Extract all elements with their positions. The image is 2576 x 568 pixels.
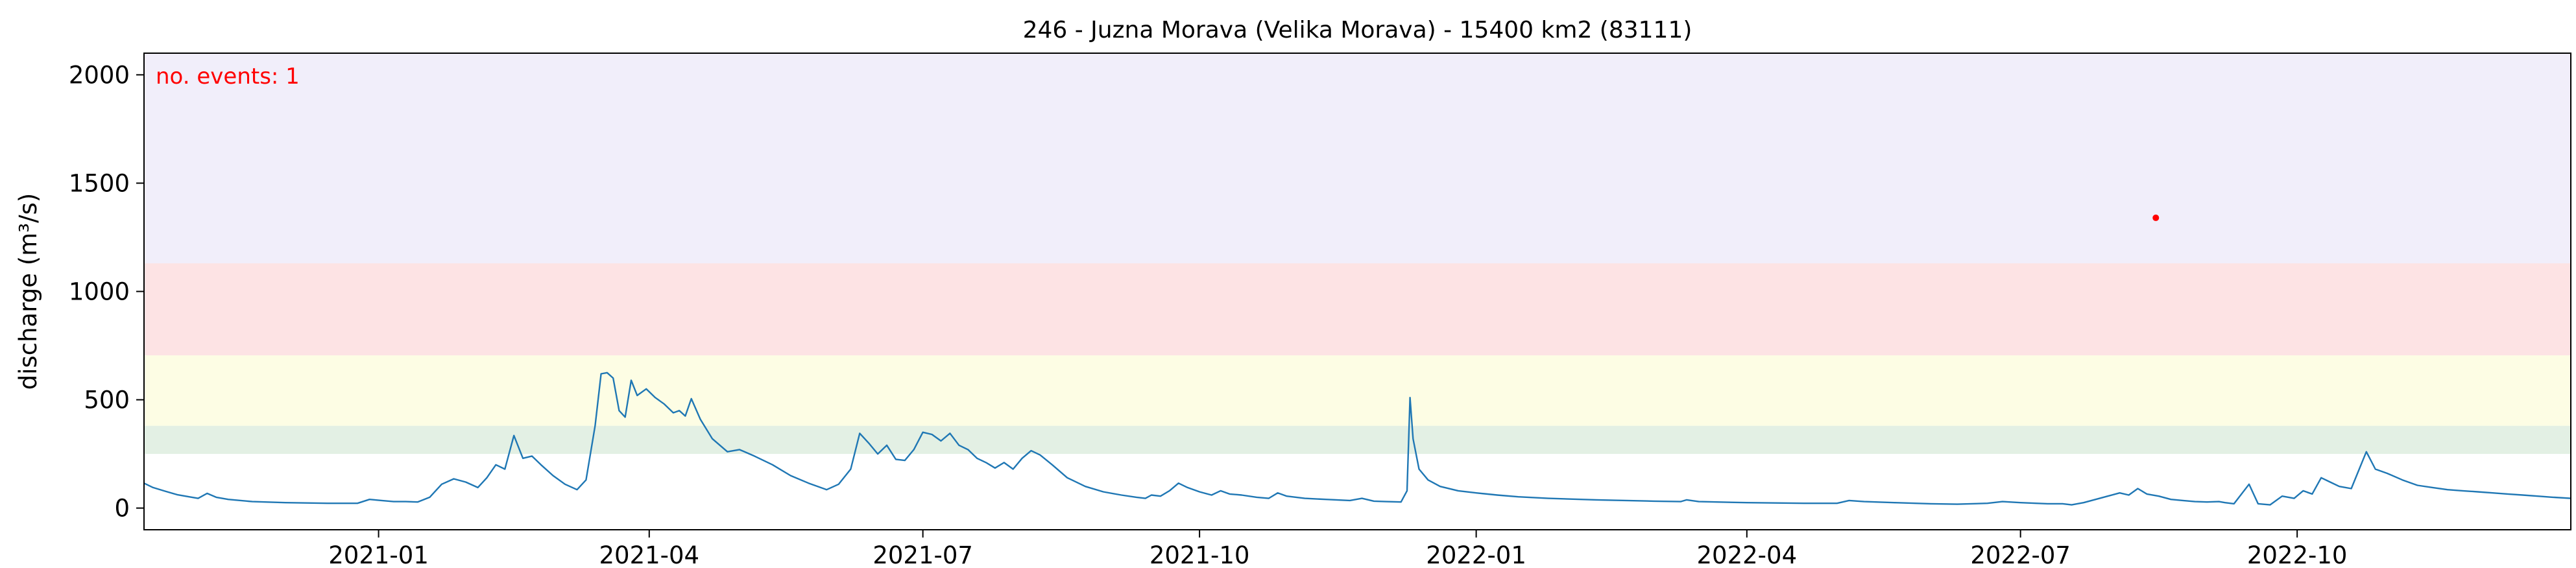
events-count-annotation: no. events: 1 — [156, 64, 300, 89]
x-tick-label-6: 2022-07 — [1970, 541, 2071, 565]
x-tick-label-2: 2021-07 — [873, 541, 973, 565]
y-tick-label-0: 0 — [114, 495, 130, 523]
y-tick-label-4: 2000 — [69, 61, 130, 89]
threshold-band-3 — [144, 53, 2571, 264]
event-markers — [2152, 214, 2160, 221]
event-point-0 — [2152, 214, 2160, 221]
x-tick-label-5: 2022-04 — [1697, 541, 1798, 565]
threshold-bands — [144, 53, 2571, 455]
series-line-0 — [143, 372, 2571, 506]
chart-title: 246 - Juzna Morava (Velika Morava) - 154… — [1023, 17, 1692, 43]
x-tick-label-0: 2021-01 — [328, 541, 429, 565]
series-layer — [143, 372, 2571, 506]
threshold-band-1 — [144, 355, 2571, 426]
y-tick-label-3: 1500 — [69, 169, 130, 197]
x-tick-label-3: 2021-10 — [1150, 541, 1250, 565]
threshold-band-0 — [144, 425, 2571, 455]
x-tick-label-4: 2022-01 — [1426, 541, 1526, 565]
y-tick-label-2: 1000 — [69, 278, 130, 306]
x-tick-label-1: 2021-04 — [599, 541, 699, 565]
y-axis-label: discharge (m³/s) — [14, 193, 42, 390]
threshold-band-2 — [144, 263, 2571, 356]
y-tick-label-1: 500 — [84, 386, 130, 414]
x-axis-ticks: 2021-01 2021-04 2021-07 2021-10 2022-01 2022-… — [328, 530, 2348, 568]
y-axis-ticks: 0 500 1000 1500 2000 — [69, 61, 144, 523]
x-tick-label-7: 2022-10 — [2247, 541, 2348, 565]
